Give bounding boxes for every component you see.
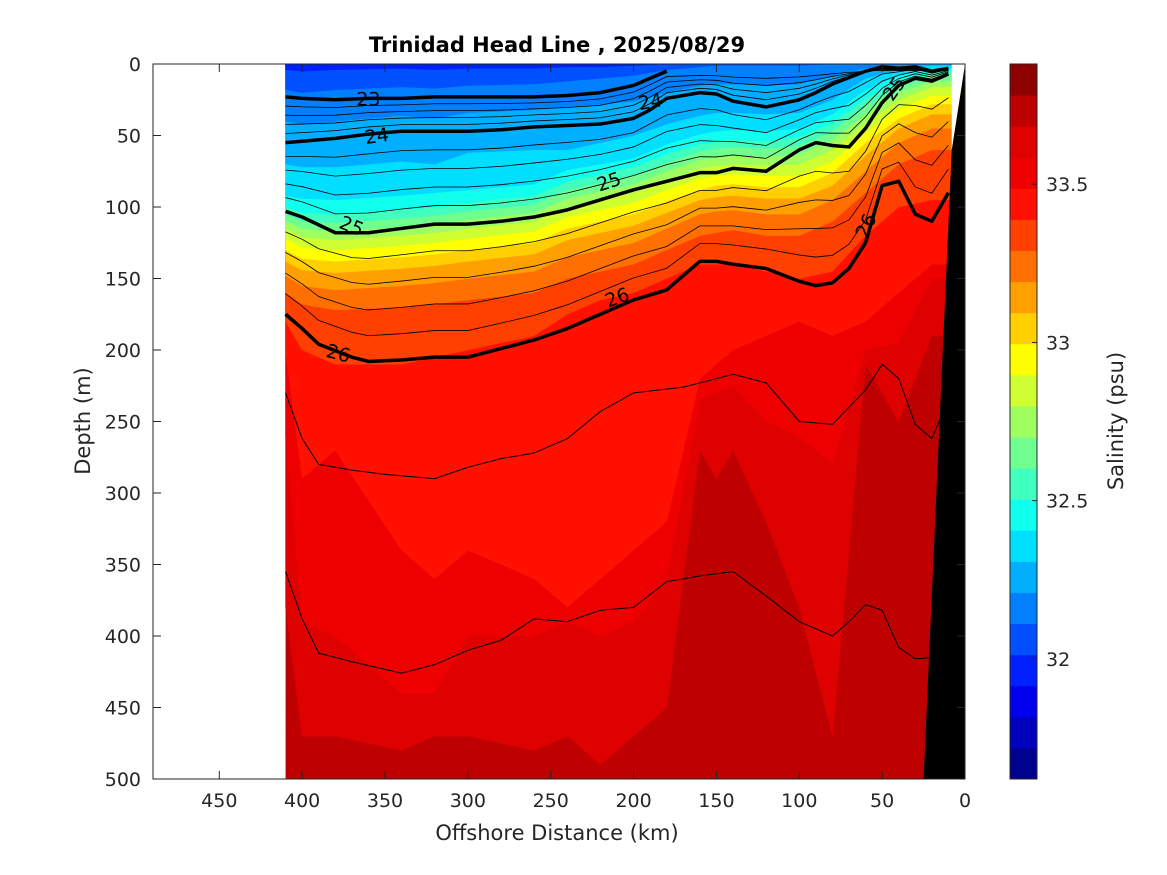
x-tick-label: 250 (533, 790, 569, 812)
coastal-gap (951, 64, 965, 150)
colorbar-swatch (1010, 716, 1037, 749)
x-tick-label: 200 (615, 790, 651, 812)
colorbar-tick-label: 32.5 (1046, 491, 1088, 513)
y-tick-label: 100 (105, 197, 141, 219)
colorbar-swatch (1010, 157, 1037, 189)
colorbar: 32 32.5 33 33.5 (1009, 63, 1088, 780)
colorbar-label: Salinity (psu) (1104, 352, 1128, 490)
colorbar-swatch (1010, 95, 1037, 127)
contour-label: 24 (363, 124, 390, 149)
density-contour-24 (285, 65, 949, 145)
colorbar-frame (1009, 63, 1038, 780)
density-contour-minor (285, 161, 949, 337)
density-contour-26 (284, 179, 950, 364)
density-contour-minor (285, 68, 949, 158)
x-tick-label: 50 (870, 790, 894, 812)
density-contour-minor (285, 121, 949, 285)
density-contour-25 (285, 72, 950, 235)
colorbar-swatch (1010, 188, 1037, 220)
salinity-band-32.2 (285, 64, 965, 93)
contour-label: 23 (356, 88, 380, 110)
x-tick-label: 350 (367, 790, 403, 812)
density-contour-minor (285, 69, 949, 116)
x-tick-label: 150 (698, 790, 734, 812)
x-axis-label: Offshore Distance (km) (435, 821, 678, 845)
y-tick-label: 500 (105, 769, 141, 791)
colorbar-tick-label: 33.5 (1046, 174, 1088, 196)
colorbar-swatch (1010, 281, 1037, 314)
density-contour-minor (285, 142, 949, 311)
x-tick-label: 300 (450, 790, 486, 812)
density-contour-minor (285, 71, 949, 196)
colorbar-tick-label: 33 (1046, 332, 1070, 354)
y-axis-label: Depth (m) (71, 367, 95, 474)
colorbar-swatch (1010, 561, 1037, 593)
colorbar-swatch (1010, 623, 1037, 656)
colorbar-swatch (1010, 685, 1037, 718)
axes: 450 400 350 300 250 200 150 100 50 00501001502002… (105, 54, 971, 812)
colorbar-swatch (1010, 499, 1037, 531)
colorbar-swatch (1010, 405, 1037, 438)
colorbar-swatch (1010, 374, 1037, 407)
colorbar-swatch (1010, 64, 1037, 96)
colorbar-swatch (1010, 437, 1037, 469)
colorbar-swatch (1010, 468, 1037, 500)
seafloor-bathymetry (923, 64, 965, 779)
density-contour-5 (285, 571, 932, 674)
colorbar-swatch (1010, 654, 1037, 687)
colorbar-swatch (1010, 747, 1037, 780)
x-tick-label: 450 (201, 790, 237, 812)
colorbar-swatch (1010, 312, 1037, 345)
x-tick-label: 100 (781, 790, 817, 812)
density-contour-minor (285, 69, 949, 108)
y-tick-label: 0 (129, 54, 141, 76)
x-tick-label: 0 (959, 790, 971, 812)
colorbar-swatch (1010, 250, 1037, 283)
density-contour-minor (285, 70, 949, 177)
colorbar-swatch (1010, 219, 1037, 252)
y-tick-label: 450 (105, 698, 141, 720)
density-contour-minor (285, 68, 949, 125)
density-contour-23 (285, 69, 668, 102)
y-tick-label: 250 (105, 412, 141, 434)
y-tick-label: 350 (105, 555, 141, 577)
y-tick-label: 300 (105, 483, 141, 505)
salinity-band-32.1 (285, 64, 965, 72)
contour-label: 24 (636, 89, 664, 115)
y-tick-label: 400 (105, 626, 141, 648)
colorbar-swatch (1010, 343, 1037, 376)
x-tick-label: 400 (284, 790, 320, 812)
y-tick-label: 50 (117, 126, 141, 148)
density-contour-4 (285, 363, 941, 480)
chart-title: Trinidad Head Line , 2025/08/29 (369, 33, 745, 57)
y-tick-label: 150 (105, 269, 141, 291)
colorbar-tick-label: 32 (1046, 649, 1070, 671)
colorbar-swatch (1010, 530, 1037, 562)
density-contour-minor (285, 72, 949, 215)
density-contour-minor (285, 67, 949, 134)
colorbar-swatch (1010, 592, 1037, 625)
density-contour-minor (285, 97, 949, 259)
colorbar-swatch (1010, 126, 1037, 158)
y-tick-label: 200 (105, 340, 141, 362)
